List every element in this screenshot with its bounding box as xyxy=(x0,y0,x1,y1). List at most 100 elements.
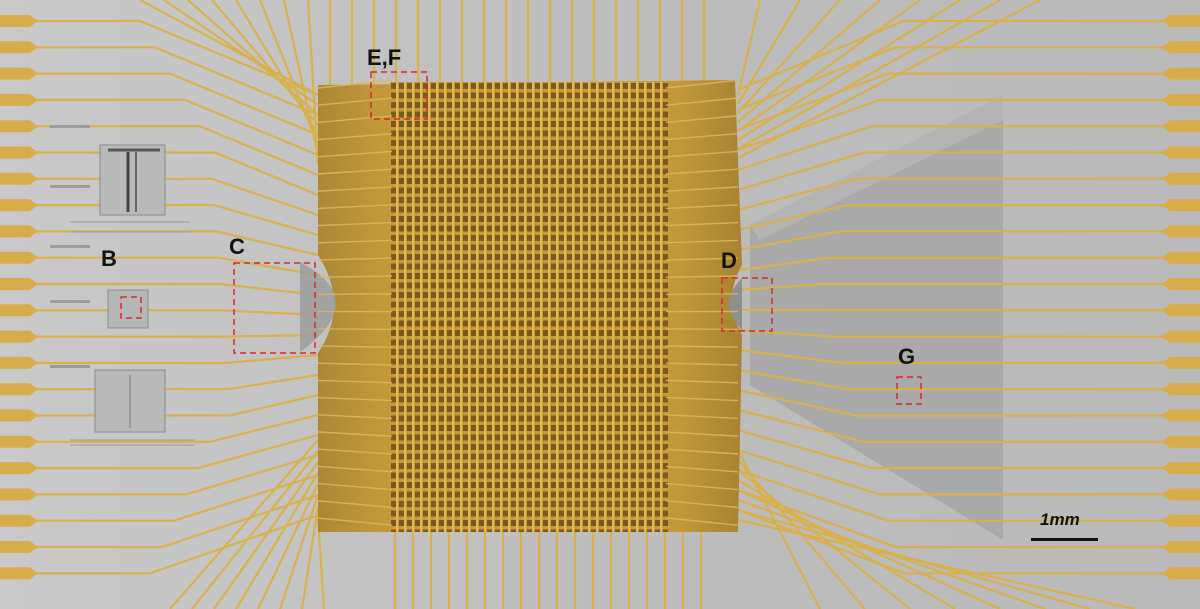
membrane-trace xyxy=(317,431,393,437)
membrane-trace xyxy=(317,345,393,348)
routing-trace xyxy=(737,468,1164,522)
contact-pad xyxy=(0,41,38,54)
routing-trace xyxy=(36,46,319,117)
routing-trace xyxy=(736,0,762,96)
contact-pad xyxy=(0,383,38,396)
membrane-trace xyxy=(665,115,739,124)
contact-pad xyxy=(1162,15,1200,27)
routing-trace xyxy=(737,0,1001,150)
routing-trace xyxy=(191,450,319,609)
routing-trace xyxy=(36,204,319,237)
routing-trace xyxy=(316,516,326,609)
scale-bar xyxy=(1031,538,1098,541)
contact-pad xyxy=(1162,435,1200,448)
routing-trace xyxy=(257,483,319,609)
contact-pad xyxy=(0,251,38,264)
contact-pad xyxy=(0,462,38,475)
contact-pad xyxy=(1162,251,1200,264)
routing-trace xyxy=(737,488,1164,549)
membrane-trace xyxy=(665,186,739,192)
contact-pad xyxy=(0,278,38,290)
left-faint-labels xyxy=(50,125,90,368)
membrane-trace xyxy=(317,328,393,331)
contact-pad xyxy=(1162,409,1200,422)
membrane-trace xyxy=(665,517,739,526)
contact-pad xyxy=(1162,120,1200,133)
left-test-structure-bottom xyxy=(70,369,195,446)
membrane-trace xyxy=(665,328,739,331)
membrane-trace xyxy=(317,257,393,261)
routing-trace xyxy=(36,513,319,575)
membrane-trace xyxy=(665,275,739,278)
contact-pad xyxy=(1162,488,1200,501)
contact-pad xyxy=(0,93,38,106)
routing-trace xyxy=(737,19,1164,92)
routing-trace xyxy=(36,353,319,364)
routing-trace xyxy=(737,0,921,132)
routing-trace xyxy=(139,0,319,96)
routing-trace xyxy=(737,0,801,105)
routing-trace xyxy=(737,204,1164,232)
contact-pad xyxy=(1162,278,1200,290)
routing-trace xyxy=(282,0,320,156)
membrane-trace xyxy=(665,448,739,455)
contact-pad xyxy=(0,172,38,185)
membrane-trace xyxy=(317,396,393,402)
contact-pad xyxy=(0,356,38,369)
membrane-trace xyxy=(665,345,739,348)
routing-trace xyxy=(36,72,319,137)
etched-wedge-shade xyxy=(750,95,1003,240)
routing-trace xyxy=(36,453,319,496)
membrane-trace xyxy=(665,465,739,473)
routing-trace xyxy=(737,46,1164,112)
right-contact-pads xyxy=(1162,15,1200,580)
callout-box-b xyxy=(120,296,142,319)
contact-pad xyxy=(1162,146,1200,159)
contact-pad xyxy=(0,67,38,80)
routing-trace xyxy=(737,428,1164,470)
membrane-trace xyxy=(665,221,739,227)
routing-trace xyxy=(737,282,1164,292)
routing-trace xyxy=(36,177,319,217)
cavity-right xyxy=(729,278,742,330)
contact-pad xyxy=(1162,541,1200,553)
left-test-structure-top xyxy=(70,144,190,233)
contact-pad xyxy=(0,514,38,527)
routing-trace xyxy=(36,125,319,177)
contact-pad xyxy=(1162,567,1200,580)
routing-trace xyxy=(737,256,1164,272)
label-ef: E,F xyxy=(367,45,402,70)
routing-trace xyxy=(737,0,961,141)
membrane-trace xyxy=(317,150,393,158)
membrane-trace xyxy=(665,168,739,175)
membrane-trace xyxy=(665,97,739,106)
routing-trace xyxy=(737,0,1041,159)
routing-trace xyxy=(36,256,319,277)
routing-trace xyxy=(737,368,1164,391)
contact-pad xyxy=(0,120,38,133)
routing-trace xyxy=(36,98,319,157)
electrode-array xyxy=(390,82,668,532)
membrane-trace xyxy=(665,293,739,296)
routing-trace xyxy=(36,493,319,549)
routing-trace xyxy=(36,282,319,297)
contact-pad xyxy=(1162,225,1200,238)
contact-pad xyxy=(0,567,38,580)
left-test-pad xyxy=(107,289,149,329)
left-contact-pads xyxy=(0,15,38,580)
scale-bar-label: 1mm xyxy=(1040,510,1080,529)
routing-trace xyxy=(213,461,319,609)
routing-trace xyxy=(737,408,1164,443)
membrane-trace xyxy=(665,204,739,210)
membrane-trace xyxy=(665,482,739,491)
membrane-trace xyxy=(665,414,739,420)
cavity-left xyxy=(300,262,336,352)
routing-trace xyxy=(36,433,319,470)
membrane-trace xyxy=(665,362,739,366)
membrane-trace xyxy=(317,168,393,175)
routing-trace xyxy=(163,0,319,106)
contact-pad xyxy=(0,225,38,238)
membrane-trace xyxy=(665,239,739,244)
routing-trace xyxy=(737,518,1136,609)
